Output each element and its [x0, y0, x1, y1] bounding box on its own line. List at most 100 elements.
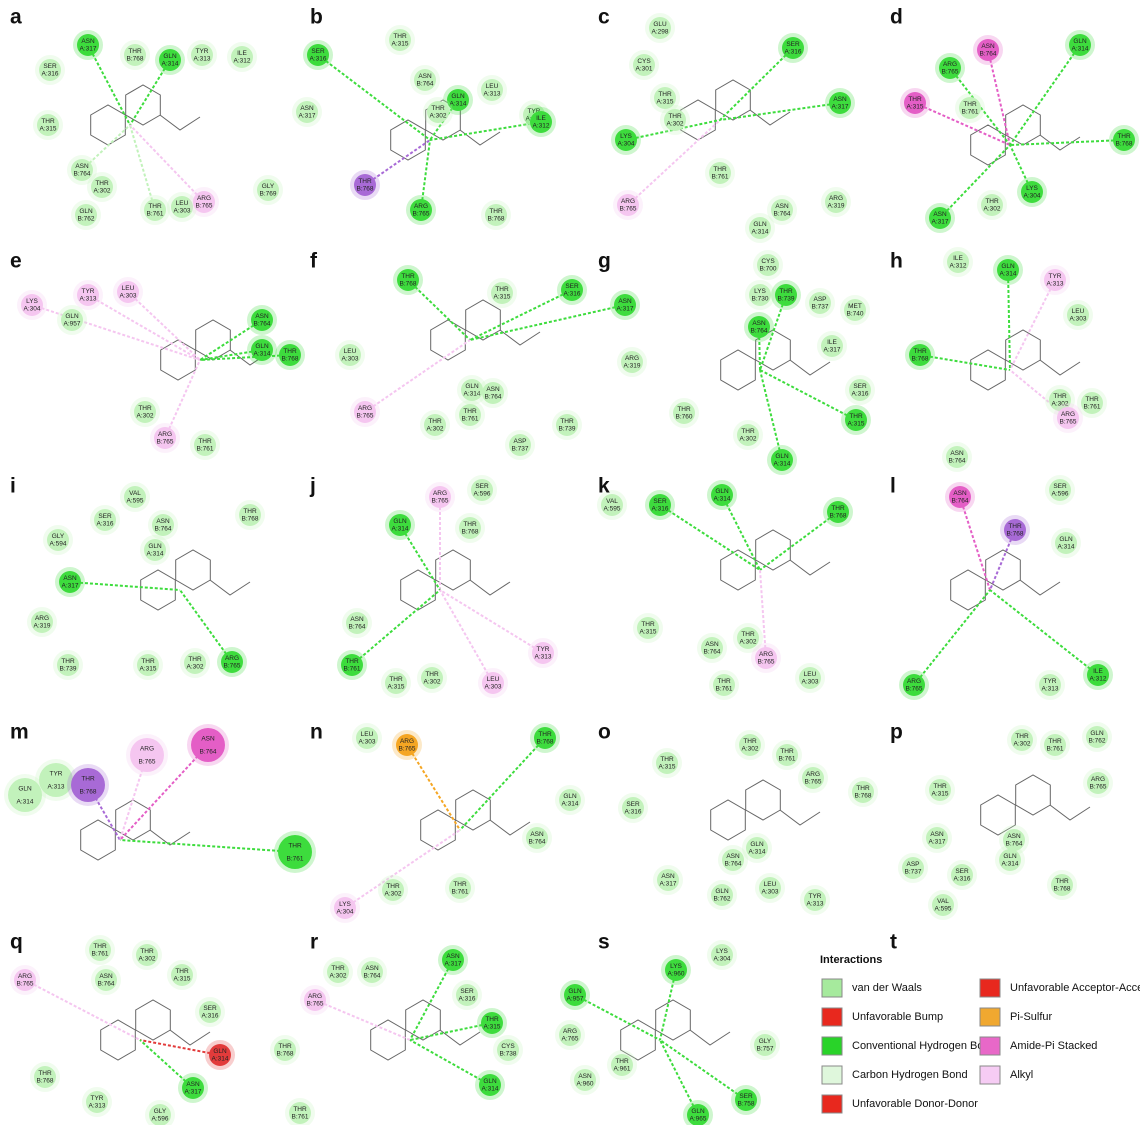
residue-name: THR: [913, 348, 927, 355]
residue-id: A:595: [604, 506, 621, 513]
residue-name: GLN: [775, 453, 789, 460]
residue-id: B:764: [751, 328, 768, 335]
residue-name: ASN: [418, 73, 432, 80]
residue-id: B:740: [847, 311, 864, 318]
molecule-ring: [716, 80, 751, 120]
residue-name: THR: [93, 943, 107, 950]
residue-id: A:317: [660, 881, 677, 888]
residue-id: A:302: [137, 413, 154, 420]
residue-id: B:765: [139, 758, 156, 765]
residue-id: A:314: [482, 1086, 499, 1093]
residue-disc: [130, 738, 164, 772]
molecule-ring: [391, 120, 426, 160]
residue-id: A:315: [659, 764, 676, 771]
panel-letter: e: [10, 250, 22, 273]
panel-letter: r: [310, 931, 318, 954]
residue-name: GLN: [1059, 536, 1073, 543]
molecule-chain: [470, 580, 510, 595]
residue-name: ILE: [536, 115, 546, 122]
residue-name: ARG: [140, 746, 154, 753]
residue-name: GLN: [65, 313, 79, 320]
residue-id: A:303: [485, 684, 502, 691]
molecule-ring: [176, 550, 211, 590]
residue-name: THR: [128, 48, 142, 55]
residue-id: B:768: [855, 793, 872, 800]
residue-id: B:757: [757, 1046, 774, 1053]
residue-id: A:319: [624, 363, 641, 370]
molecule-chain: [690, 1030, 730, 1045]
residue-id: B:764: [529, 839, 546, 846]
residue-name: THR: [293, 1106, 307, 1113]
panel-letter: g: [598, 250, 611, 273]
molecule-ring: [711, 800, 746, 840]
residue-id: A:315: [174, 976, 191, 983]
residue-id: B:739: [60, 666, 77, 673]
residue-name: TYR: [82, 288, 95, 295]
interaction-line: [990, 590, 1098, 675]
residue-id: B:761: [462, 416, 479, 423]
residue-name: ASN: [99, 973, 113, 980]
residue-name: GLN: [563, 793, 577, 800]
residue-disc: [8, 778, 42, 812]
residue-name: THR: [428, 418, 442, 425]
residue-id: B:765: [432, 498, 449, 505]
legend-label: Unfavorable Acceptor-Acceptor: [1010, 982, 1140, 994]
residue-id: A:314: [1000, 271, 1017, 278]
residue-id: B:700: [760, 266, 777, 273]
residue-id: A:302: [1014, 741, 1031, 748]
residue-id: A:302: [187, 664, 204, 671]
residue-name: LEU: [486, 83, 499, 90]
residue-id: B:764: [364, 973, 381, 980]
residue-name: THR: [779, 288, 793, 295]
residue-id: A:302: [667, 121, 684, 128]
residue-name: ASN: [350, 616, 364, 623]
residue-name: LEU: [804, 671, 817, 678]
residue-name: THR: [713, 166, 727, 173]
residue-name: ARG: [35, 615, 49, 622]
residue-id: A:313: [48, 783, 65, 790]
residue-id: A:312: [234, 58, 251, 65]
legend-swatch: [980, 979, 1000, 997]
residue-name: GLN: [163, 53, 177, 60]
residue-id: A:961: [614, 1066, 631, 1073]
residue-name: THR: [831, 505, 845, 512]
residue-name: THR: [1055, 878, 1069, 885]
residue-name: THR: [278, 1043, 292, 1050]
legend-label: Unfavorable Bump: [852, 1011, 943, 1023]
residue-id: B:764: [417, 81, 434, 88]
panel-letter: m: [10, 721, 29, 744]
residue-name: ASN: [775, 203, 789, 210]
residue-name: THR: [141, 658, 155, 665]
residue-name: THR: [1015, 733, 1029, 740]
residue-id: B:761: [712, 174, 729, 181]
molecule-chain: [780, 810, 820, 825]
residue-name: THR: [345, 658, 359, 665]
residue-id: A:314: [562, 801, 579, 808]
residue-name: THR: [389, 676, 403, 683]
residue-id: B:768: [830, 513, 847, 520]
residue-id: B:765: [224, 663, 241, 670]
residue-id: B:765: [620, 206, 637, 213]
residue-id: B:761: [292, 1114, 309, 1121]
residue-id: A:317: [445, 961, 462, 968]
interaction-line: [88, 295, 200, 360]
residue-id: A:303: [342, 356, 359, 363]
residue-name: GLN: [1003, 853, 1017, 860]
residue-id: B:761: [147, 211, 164, 218]
residue-id: A:315: [907, 104, 924, 111]
residue-id: A:301: [636, 66, 653, 73]
residue-name: SER: [203, 1005, 217, 1012]
residue-name: LYS: [716, 948, 728, 955]
interaction-line: [760, 370, 856, 420]
residue-id: B:765: [906, 686, 923, 693]
residue-id: B:762: [78, 216, 95, 223]
residue-name: ASN: [63, 575, 77, 582]
residue-name: GLN: [148, 543, 162, 550]
residue-id: B:768: [80, 788, 97, 795]
residue-id: A:303: [762, 889, 779, 896]
residue-name: THR: [856, 785, 870, 792]
molecule-ring: [116, 800, 151, 840]
residue-id: A:303: [802, 679, 819, 686]
residue-name: ASN: [255, 313, 269, 320]
residue-name: SER: [475, 483, 489, 490]
